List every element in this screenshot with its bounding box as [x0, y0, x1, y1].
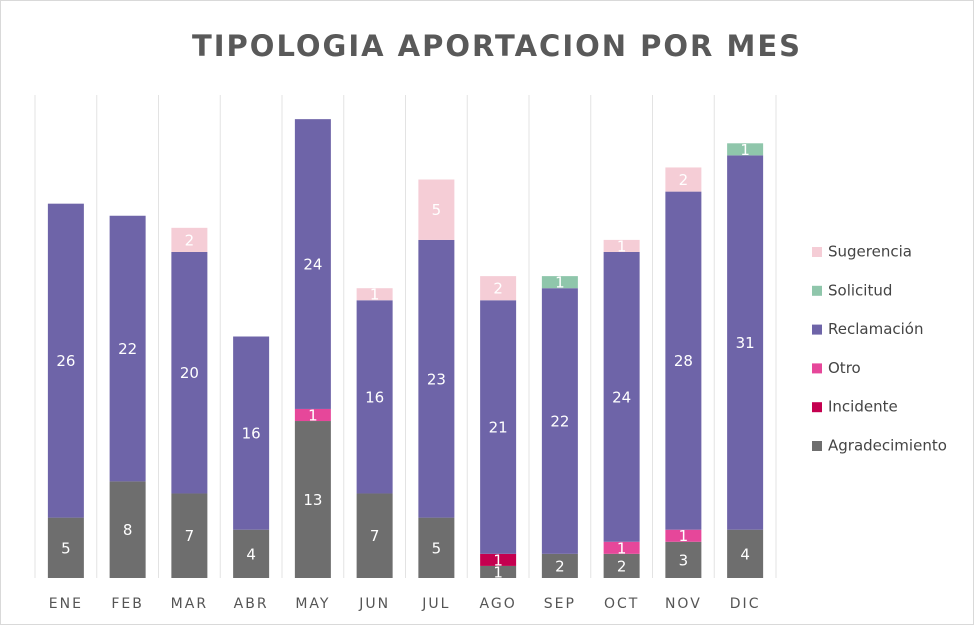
bar-segment — [47, 517, 84, 578]
legend-label: Reclamación — [828, 320, 924, 338]
bar-segment — [480, 276, 517, 301]
legend-label: Solicitud — [828, 281, 892, 299]
bar-segment — [541, 288, 578, 554]
data-label: 1 — [617, 237, 627, 255]
bar-segment — [294, 408, 331, 422]
data-label: 20 — [180, 364, 199, 382]
data-label: 23 — [427, 370, 446, 388]
data-label: 5 — [432, 201, 442, 219]
data-label: 31 — [736, 334, 755, 352]
data-label: 2 — [555, 557, 565, 575]
data-label: 22 — [118, 340, 137, 358]
data-label: 1 — [493, 551, 503, 569]
data-label: 16 — [242, 425, 261, 443]
bar-segment — [47, 203, 84, 518]
legend-label: Sugerencia — [828, 243, 912, 261]
bar-segment — [480, 553, 517, 566]
bar-segment — [603, 251, 640, 542]
bar-segment — [665, 541, 702, 578]
bar-segment — [727, 529, 764, 578]
data-label: 3 — [679, 551, 689, 569]
x-tick-label: NOV — [665, 596, 702, 612]
bar-segment — [233, 529, 270, 578]
bar-segment — [356, 300, 393, 494]
bar-segment — [294, 119, 331, 409]
x-tick-label: MAY — [295, 596, 330, 612]
bar-segment — [418, 239, 455, 518]
bar-segment — [665, 167, 702, 192]
bar-segment — [665, 529, 702, 542]
data-label: 22 — [550, 413, 569, 431]
bar-segment — [480, 565, 517, 578]
bar-segment — [541, 276, 578, 289]
bar-segment — [294, 421, 331, 578]
data-label: 1 — [679, 527, 689, 545]
legend-label: Otro — [828, 359, 861, 377]
bar-segment — [603, 553, 640, 578]
data-label: 13 — [303, 491, 322, 509]
data-label: 2 — [679, 171, 689, 189]
bar-segment — [603, 239, 640, 252]
legend-swatch — [812, 402, 822, 413]
bar-segment — [109, 215, 146, 482]
bar-segment — [418, 179, 455, 240]
bar-segment — [603, 541, 640, 554]
data-label: 2 — [185, 231, 195, 249]
data-label: 1 — [493, 563, 503, 581]
legend-swatch — [812, 363, 822, 374]
x-tick-label: ABR — [234, 596, 269, 612]
data-label: 1 — [740, 141, 750, 159]
x-tick-label: SEP — [544, 596, 576, 612]
data-label: 24 — [303, 256, 322, 274]
bar-segment — [171, 493, 208, 578]
x-tick-label: DIC — [730, 596, 761, 612]
legend-label: Incidente — [828, 398, 898, 416]
bar-segment — [171, 251, 208, 494]
data-label: 26 — [56, 352, 75, 370]
chart-title: TIPOLOGIA APORTACION POR MES — [192, 29, 802, 63]
data-label: 21 — [489, 419, 508, 437]
x-tick-label: AGO — [480, 596, 517, 612]
data-label: 4 — [246, 545, 256, 563]
data-label: 2 — [617, 557, 627, 575]
x-tick-label: ENE — [49, 596, 83, 612]
data-label: 7 — [185, 527, 195, 545]
bar-segment — [233, 336, 270, 530]
legend-label: Agradecimiento — [828, 437, 947, 455]
x-tick-label: OCT — [604, 596, 639, 612]
bar-segment — [665, 191, 702, 530]
x-tick-label: JUN — [358, 596, 390, 612]
legend-swatch — [812, 285, 822, 296]
data-label: 1 — [308, 406, 318, 424]
bar-segment — [418, 517, 455, 578]
bar-segment — [541, 553, 578, 578]
data-label: 5 — [61, 539, 71, 557]
data-label: 2 — [493, 280, 503, 298]
data-label: 4 — [740, 545, 750, 563]
data-label: 1 — [370, 286, 380, 304]
data-label: 16 — [365, 388, 384, 406]
data-label: 1 — [617, 539, 627, 557]
x-tick-label: FEB — [111, 596, 144, 612]
bar-segment — [727, 143, 764, 156]
data-label: 8 — [123, 521, 133, 539]
data-label: 28 — [674, 352, 693, 370]
bar-segment — [480, 300, 517, 554]
legend-swatch — [812, 247, 822, 257]
bar-segment — [356, 288, 393, 301]
bar-segment — [356, 493, 393, 578]
bar-segment — [171, 227, 208, 252]
bar-segment — [109, 481, 146, 578]
data-label: 5 — [432, 539, 442, 557]
legend-swatch — [812, 324, 822, 335]
x-tick-label: MAR — [171, 596, 208, 612]
legend-swatch — [812, 441, 822, 451]
x-tick-label: JUL — [421, 596, 450, 612]
bar-segment — [727, 155, 764, 530]
data-label: 7 — [370, 527, 380, 545]
data-label: 24 — [612, 388, 631, 406]
data-label: 1 — [555, 274, 565, 292]
